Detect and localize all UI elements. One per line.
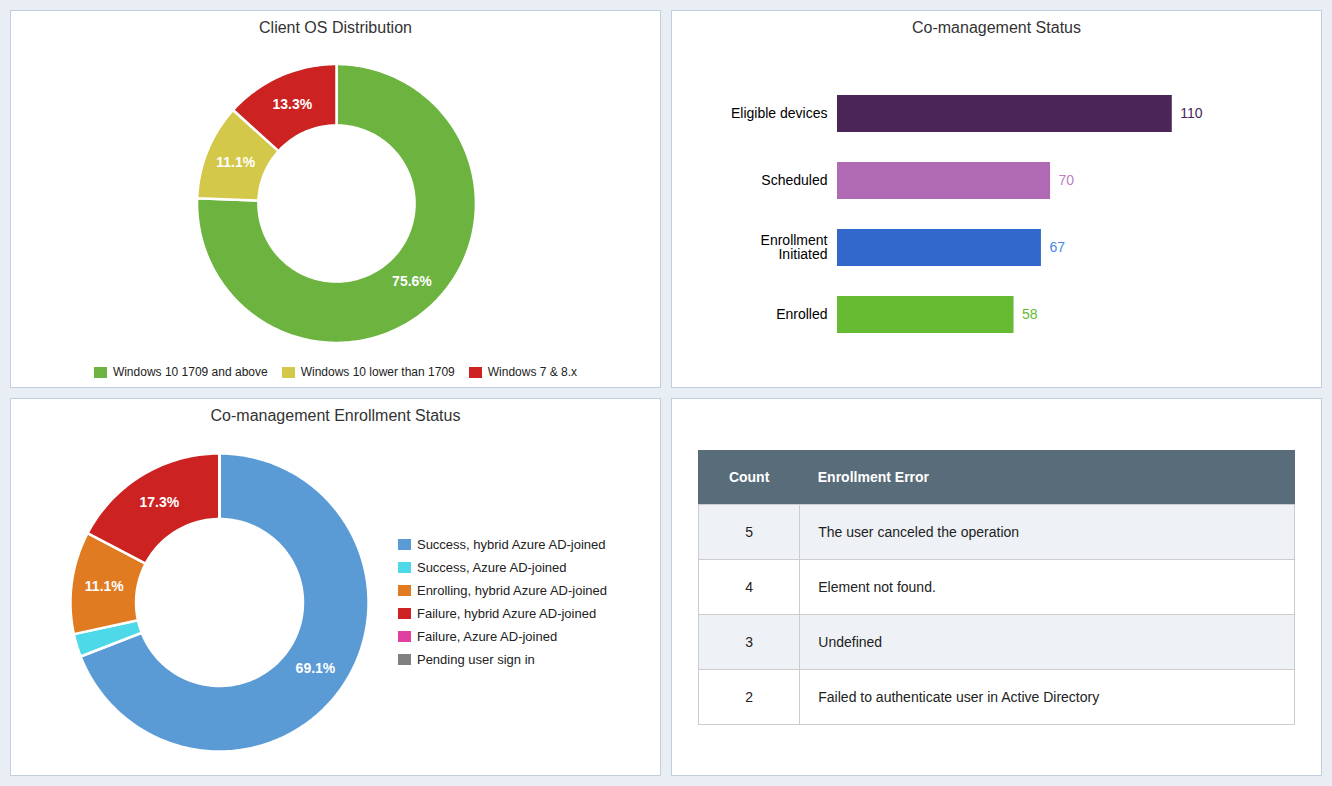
html-text:5: 5 — [745, 523, 753, 540]
html-text:Client OS Distribution: Client OS Distribution — [259, 19, 412, 36]
html-text:Enrolling, hybrid Azure AD-joi: Enrolling, hybrid Azure AD-joined — [417, 583, 607, 598]
html-text:Windows 7 & 8.x: Windows 7 & 8.x — [487, 365, 578, 379]
html-text:Count: Count — [728, 468, 770, 485]
html-text:Windows 10 1709 and above: Windows 10 1709 and above — [112, 365, 268, 379]
html-text:4: 4 — [745, 578, 753, 595]
svg-text:67: 67 — [1049, 239, 1065, 255]
html-text:Success, hybrid Azure AD-joine: Success, hybrid Azure AD-joined — [417, 537, 606, 552]
html-text:Undefined: Undefined — [818, 633, 883, 650]
svg-text:75.6%: 75.6% — [392, 273, 432, 289]
html-text:2: 2 — [745, 688, 753, 705]
html-text:Failure, hybrid Azure AD-joine: Failure, hybrid Azure AD-joined — [417, 606, 597, 621]
html-text:Element not found.: Element not found. — [818, 578, 936, 595]
html-text:The user canceled the operatio: The user canceled the operation — [818, 523, 1020, 540]
svg-text:70: 70 — [1058, 172, 1074, 188]
svg-text:EnrollmentInitiated: EnrollmentInitiated — [760, 232, 827, 262]
svg-text:110: 110 — [1180, 105, 1203, 121]
svg-text:58: 58 — [1022, 306, 1038, 322]
svg-text:13.3%: 13.3% — [272, 96, 312, 112]
html-text:Co-management Status: Co-management Status — [912, 19, 1081, 36]
svg-text:11.1%: 11.1% — [216, 154, 255, 170]
html-text:Pending user sign in: Pending user sign in — [417, 652, 535, 667]
svg-text:Enrolled: Enrolled — [776, 306, 827, 322]
svg-text:69.1%: 69.1% — [296, 660, 336, 676]
html-text:Failed to authenticate user in: Failed to authenticate user in Active Di… — [818, 688, 1100, 705]
svg-text:11.1%: 11.1% — [85, 578, 124, 594]
html-text:Success, Azure AD-joined: Success, Azure AD-joined — [417, 560, 567, 575]
html-text:Windows 10 lower than 1709: Windows 10 lower than 1709 — [300, 365, 455, 379]
svg-text:Scheduled: Scheduled — [761, 172, 827, 188]
html-text:Failure, Azure AD-joined: Failure, Azure AD-joined — [417, 629, 558, 644]
html-text:3: 3 — [745, 633, 753, 650]
svg-text:Eligible devices: Eligible devices — [731, 105, 828, 121]
html-text:Co-management Enrollment Statu: Co-management Enrollment Status — [210, 407, 461, 424]
html-text:Enrollment Error: Enrollment Error — [817, 468, 929, 485]
svg-text:17.3%: 17.3% — [140, 494, 180, 510]
